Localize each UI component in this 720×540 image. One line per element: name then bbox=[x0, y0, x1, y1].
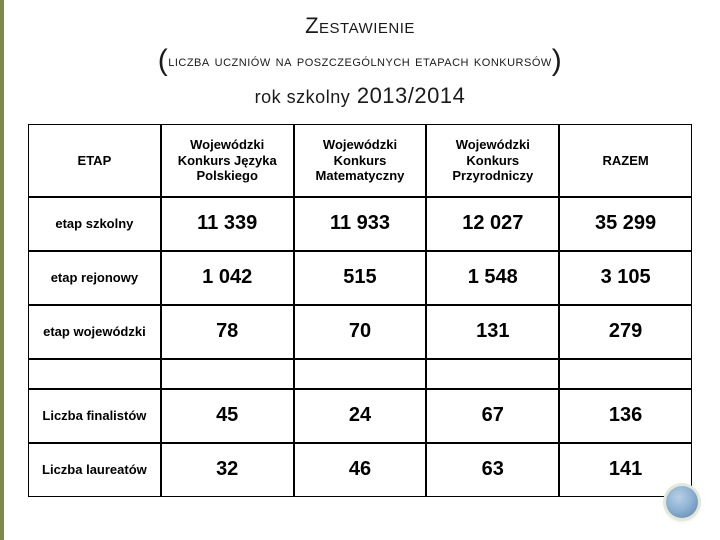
cell: 3 105 bbox=[559, 251, 692, 305]
cell: 12 027 bbox=[426, 197, 559, 251]
cell: 78 bbox=[161, 305, 294, 359]
col-header-etap: ETAP bbox=[28, 124, 161, 197]
cell: 70 bbox=[294, 305, 427, 359]
accent-border bbox=[0, 0, 4, 540]
cell: 11 339 bbox=[161, 197, 294, 251]
title-line-1: Zestawienie bbox=[28, 12, 692, 41]
cell: 32 bbox=[161, 443, 294, 497]
title-line-2: (liczba uczniów na poszczególnych etapac… bbox=[28, 41, 692, 80]
cell: 515 bbox=[294, 251, 427, 305]
row-label: etap szkolny bbox=[28, 197, 161, 251]
cell: 67 bbox=[426, 389, 559, 443]
cell: 279 bbox=[559, 305, 692, 359]
title-year: 2013/2014 bbox=[357, 83, 466, 108]
title-line-3: rok szkolny 2013/2014 bbox=[28, 82, 692, 111]
cell: 24 bbox=[294, 389, 427, 443]
row-label: Liczba laureatów bbox=[28, 443, 161, 497]
col-header-matematyczny: Wojewódzki Konkurs Matematyczny bbox=[294, 124, 427, 197]
cell: 131 bbox=[426, 305, 559, 359]
table-header-row: ETAP Wojewódzki Konkurs Języka Polskiego… bbox=[28, 124, 692, 197]
data-table: ETAP Wojewódzki Konkurs Języka Polskiego… bbox=[28, 124, 692, 497]
cell: 136 bbox=[559, 389, 692, 443]
table-row: Liczba finalistów 45 24 67 136 bbox=[28, 389, 692, 443]
decorative-dot-icon bbox=[666, 486, 698, 518]
table-blank-row: ..... bbox=[28, 359, 692, 389]
cell: 1 042 bbox=[161, 251, 294, 305]
cell: 1 548 bbox=[426, 251, 559, 305]
table-row: Liczba laureatów 32 46 63 141 bbox=[28, 443, 692, 497]
title-block: Zestawienie (liczba uczniów na poszczegó… bbox=[28, 12, 692, 110]
row-label: etap rejonowy bbox=[28, 251, 161, 305]
cell: 63 bbox=[426, 443, 559, 497]
row-label: Liczba finalistów bbox=[28, 389, 161, 443]
table-row: etap wojewódzki 78 70 131 279 bbox=[28, 305, 692, 359]
table-row: etap szkolny 11 339 11 933 12 027 35 299 bbox=[28, 197, 692, 251]
col-header-polski: Wojewódzki Konkurs Języka Polskiego bbox=[161, 124, 294, 197]
col-header-razem: RAZEM bbox=[559, 124, 692, 197]
cell: 45 bbox=[161, 389, 294, 443]
paren-open: ( bbox=[158, 44, 169, 77]
row-label: etap wojewódzki bbox=[28, 305, 161, 359]
paren-close: ) bbox=[552, 44, 563, 77]
table-row: etap rejonowy 1 042 515 1 548 3 105 bbox=[28, 251, 692, 305]
cell: 35 299 bbox=[559, 197, 692, 251]
cell: 11 933 bbox=[294, 197, 427, 251]
col-header-przyrodniczy: Wojewódzki Konkurs Przyrodniczy bbox=[426, 124, 559, 197]
title-subtitle: liczba uczniów na poszczególnych etapach… bbox=[168, 53, 552, 70]
title-prefix: rok szkolny bbox=[255, 87, 351, 107]
cell: 46 bbox=[294, 443, 427, 497]
